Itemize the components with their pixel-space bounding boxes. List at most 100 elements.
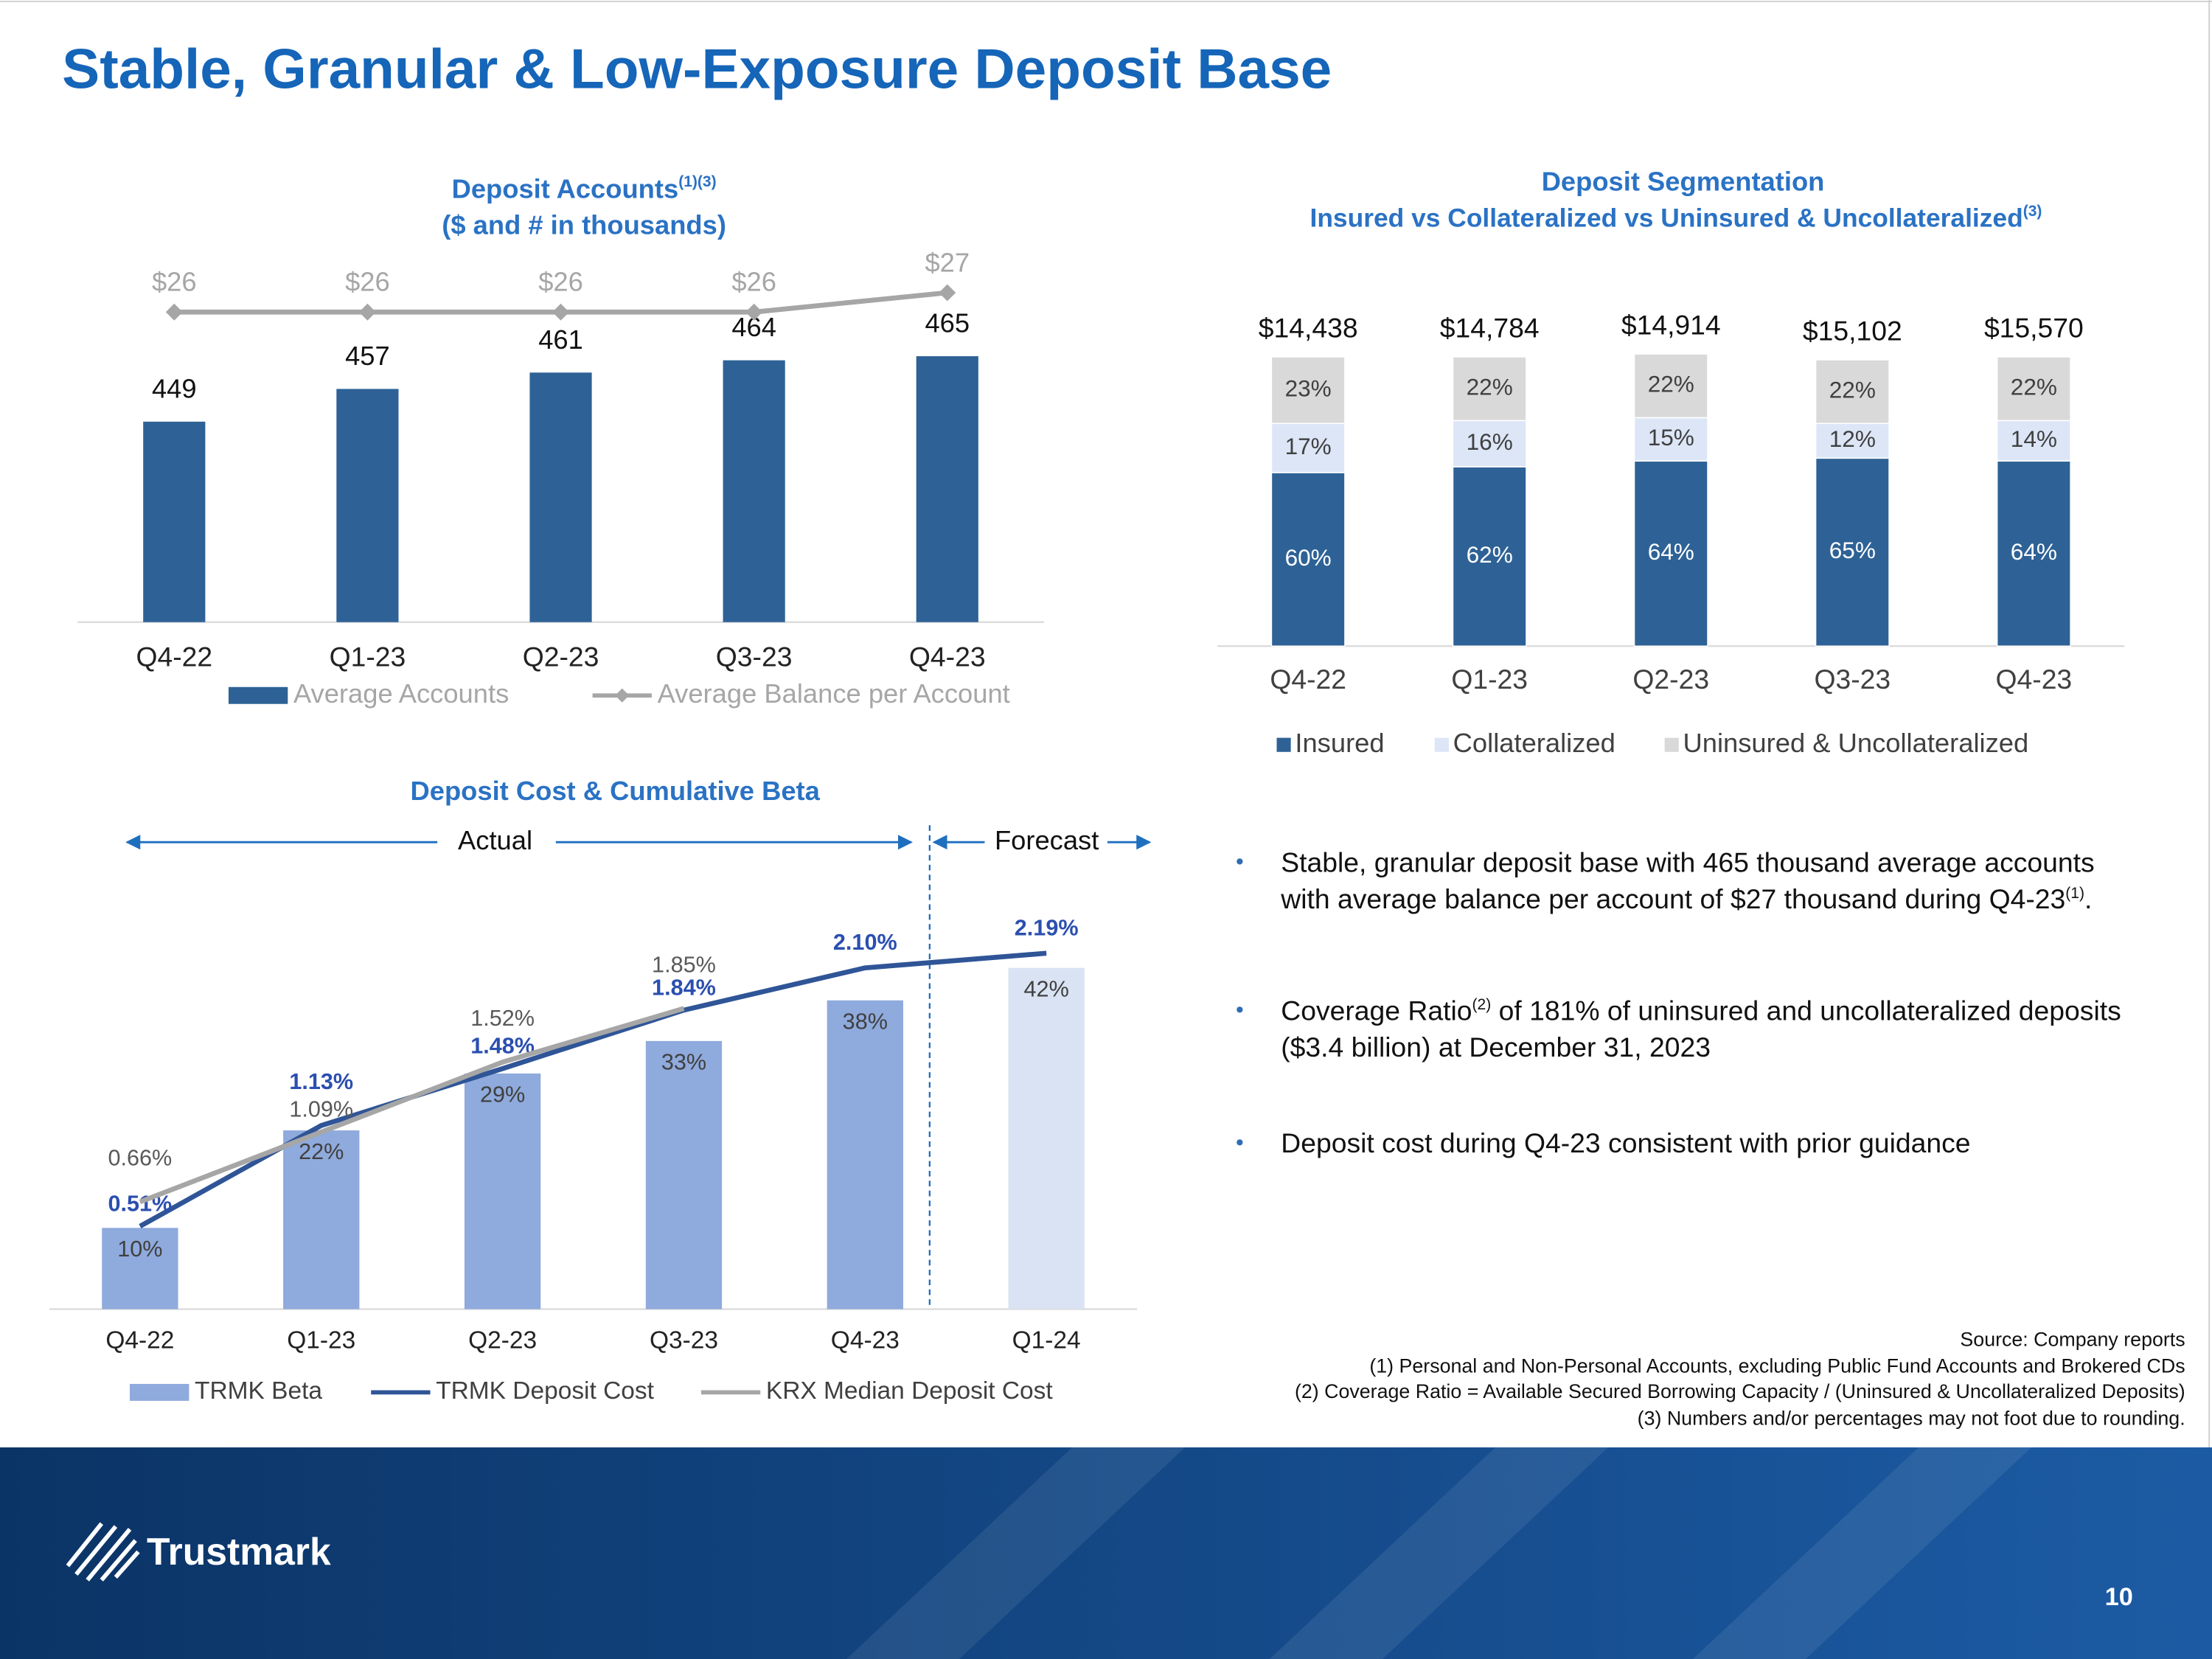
data-label: 33% [661, 1050, 706, 1075]
slide-title: Stable, Granular & Low-Exposure Deposit … [62, 38, 1332, 101]
total-label: $15,570 [1984, 313, 2084, 344]
data-label: 449 [152, 373, 197, 403]
data-label: 22% [1829, 376, 1876, 403]
legend-label: Average Balance per Account [658, 678, 1010, 709]
total-label: $14,438 [1259, 313, 1358, 344]
bar-segment [1815, 359, 1890, 425]
data-label: 2.10% [833, 930, 897, 955]
total-label: $15,102 [1803, 315, 1902, 346]
bar [336, 389, 399, 622]
data-label: 1.09% [289, 1097, 353, 1122]
bar-segment [1270, 472, 1346, 647]
x-tick-label: Q1-23 [1451, 664, 1528, 695]
bar-segment [1633, 417, 1708, 462]
data-label: 64% [1648, 538, 1694, 565]
x-tick-label: Q4-22 [105, 1326, 174, 1354]
chart-subtitle-sup: (3) [2023, 203, 2042, 220]
legend-label: Uninsured & Uncollateralized [1683, 728, 2029, 758]
x-tick-label: Q4-22 [1270, 664, 1346, 695]
x-tick-label: Q3-23 [650, 1326, 718, 1354]
total-label: $14,784 [1440, 313, 1540, 344]
legend-label: KRX Median Deposit Cost [766, 1377, 1053, 1405]
legend-swatch [1434, 737, 1449, 752]
bar-segment [1996, 420, 2071, 462]
bar [143, 421, 206, 622]
bar-segment [1815, 457, 1890, 647]
data-label: $26 [345, 267, 390, 297]
data-label: 1.13% [289, 1069, 353, 1094]
bar [916, 356, 978, 622]
x-tick-label: Q3-23 [1814, 664, 1891, 695]
footnote: (2) Coverage Ratio = Available Secured B… [1294, 1380, 2185, 1402]
bar [529, 372, 592, 622]
legend-label: TRMK Deposit Cost [436, 1377, 654, 1405]
chart-title: Deposit Cost & Cumulative Beta [411, 776, 821, 806]
bar [827, 1000, 903, 1310]
bar [102, 1228, 178, 1310]
legend-marker [615, 688, 630, 703]
footer-pattern [846, 1447, 2032, 1659]
data-label: 23% [1285, 375, 1332, 402]
text: . [2084, 884, 2093, 916]
footer-band [0, 1447, 2212, 1659]
data-label: 14% [2011, 425, 2057, 452]
footnote: Source: Company reports [1960, 1327, 2185, 1350]
legend-label: Average Accounts [293, 678, 509, 709]
bar [645, 1040, 723, 1310]
data-label: 38% [843, 1009, 888, 1034]
x-tick-label: Q1-24 [1012, 1326, 1081, 1354]
data-label: 457 [345, 341, 390, 371]
bar-segment [1996, 356, 2071, 422]
footnote: (1) Personal and Non-Personal Accounts, … [1369, 1353, 2185, 1377]
data-label: 1.84% [652, 975, 716, 1000]
text: of 181% of uninsured and uncollateralize… [1281, 995, 2121, 1064]
legend-swatch [1664, 737, 1679, 752]
data-label: 1.52% [470, 1006, 535, 1031]
line-series [139, 1006, 685, 1205]
bullet-dot: • [1236, 998, 1244, 1023]
data-label: 42% [1024, 976, 1069, 1001]
x-tick-label: Q2-23 [523, 641, 599, 672]
data-label: 29% [480, 1082, 525, 1107]
annotation: Actual [458, 825, 532, 855]
x-tick-label: Q4-23 [1996, 664, 2073, 695]
bar [723, 360, 785, 622]
bar [464, 1073, 541, 1310]
chart-title: Deposit Segmentation [1542, 166, 1825, 196]
bar [283, 1130, 360, 1310]
total-label: $14,914 [1621, 310, 1721, 341]
legend-swatch [228, 686, 288, 704]
text: Coverage Ratio [1281, 995, 1472, 1027]
line-marker [939, 284, 956, 302]
x-tick-label: Q3-23 [716, 641, 793, 672]
data-label: $26 [538, 267, 583, 297]
legend-swatch [130, 1383, 189, 1401]
chart-subtitle-text: Insured vs Collateralized vs Uninsured &… [1310, 204, 2023, 233]
text: Deposit cost during Q4-23 consistent wit… [1281, 1128, 1971, 1160]
text: Stable, granular deposit base with 465 t… [1281, 847, 2095, 916]
data-label: 1.85% [652, 952, 716, 977]
data-label: $27 [925, 247, 970, 277]
x-tick-label: Q4-22 [136, 641, 212, 672]
page-number: 10 [2105, 1583, 2133, 1611]
data-label: 62% [1467, 541, 1513, 568]
data-label: $26 [731, 267, 776, 297]
bullet-text: Coverage Ratio(2) of 181% of uninsured a… [1281, 993, 2127, 1066]
bullet-text: Stable, granular deposit base with 465 t… [1281, 845, 2127, 918]
x-tick-label: Q4-23 [831, 1326, 900, 1354]
data-label: 16% [1467, 428, 1513, 455]
chart-subtitle: Insured vs Collateralized vs Uninsured &… [1310, 203, 2042, 233]
legend-label: Insured [1295, 728, 1384, 758]
logo-icon [66, 1522, 140, 1582]
bar-segment [1815, 422, 1890, 459]
data-label: 17% [1285, 433, 1332, 459]
x-tick-label: Q2-23 [1632, 664, 1709, 695]
footnotes: Source: Company reports (1) Personal and… [1295, 1326, 2185, 1430]
data-label: 22% [1648, 371, 1694, 397]
superscript: (1) [2065, 885, 2085, 902]
data-label: 22% [1467, 374, 1513, 400]
data-label: 60% [1285, 544, 1332, 571]
annotation: Forecast [995, 825, 1099, 855]
